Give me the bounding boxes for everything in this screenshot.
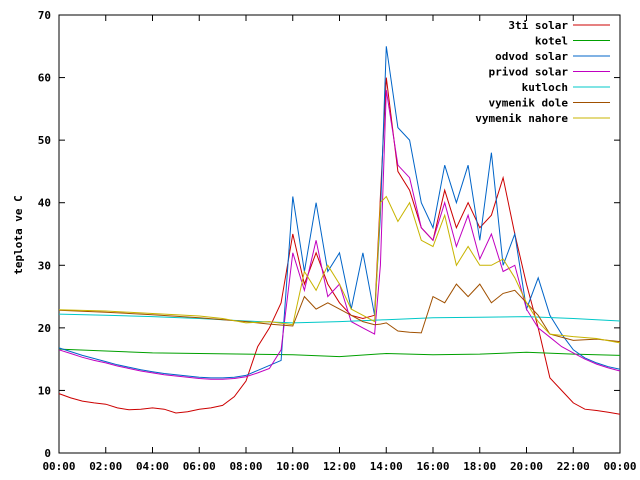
y-axis-ticks: 0 10 20 30 40 50 60 70 <box>38 9 620 460</box>
series-line-privod-solar <box>58 90 621 380</box>
series-line-vymenik-nahore <box>58 195 621 344</box>
legend-label: 3ti solar <box>508 19 568 32</box>
series-lines <box>58 46 621 415</box>
x-tick-label: 06:00 <box>183 460 216 473</box>
y-tick-label: 50 <box>38 134 51 147</box>
x-axis-ticks: 00:00 02:00 04:00 06:00 08:00 10:00 12:00 14:00… <box>42 15 637 473</box>
x-tick-label: 04:00 <box>136 460 169 473</box>
y-tick-label: 60 <box>38 72 51 85</box>
legend-label: odvod solar <box>495 50 568 63</box>
x-tick-label: 00:00 <box>42 460 75 473</box>
series-line-odvod-solar <box>58 46 621 379</box>
x-tick-label: 16:00 <box>416 460 449 473</box>
y-tick-label: 70 <box>38 9 51 22</box>
y-axis-label: teplota ve C <box>12 195 25 274</box>
legend-label: vymenik nahore <box>475 112 568 125</box>
x-tick-label: 12:00 <box>323 460 356 473</box>
x-tick-label: 08:00 <box>229 460 262 473</box>
x-tick-label: 18:00 <box>463 460 496 473</box>
series-line-kotel <box>58 348 621 358</box>
legend-label: vymenik dole <box>489 97 569 110</box>
x-tick-label: 22:00 <box>557 460 590 473</box>
legend-label: kotel <box>535 35 568 48</box>
y-tick-label: 20 <box>38 322 51 335</box>
legend-label: privod solar <box>489 66 569 79</box>
x-tick-label: 02:00 <box>89 460 122 473</box>
legend-label: kutloch <box>522 81 568 94</box>
x-tick-label: 00:00 <box>603 460 636 473</box>
series-line-kutloch <box>58 313 621 324</box>
series-line-vymenik-dole <box>58 283 621 343</box>
x-tick-label: 10:00 <box>276 460 309 473</box>
x-tick-label: 14:00 <box>370 460 403 473</box>
legend: 3ti solar kotel odvod solar privod solar kut… <box>475 19 610 125</box>
y-tick-label: 0 <box>44 447 51 460</box>
y-tick-label: 40 <box>38 197 51 210</box>
y-tick-label: 10 <box>38 384 51 397</box>
y-tick-label: 30 <box>38 259 51 272</box>
series-line-3ti-solar <box>58 77 621 415</box>
x-tick-label: 20:00 <box>510 460 543 473</box>
